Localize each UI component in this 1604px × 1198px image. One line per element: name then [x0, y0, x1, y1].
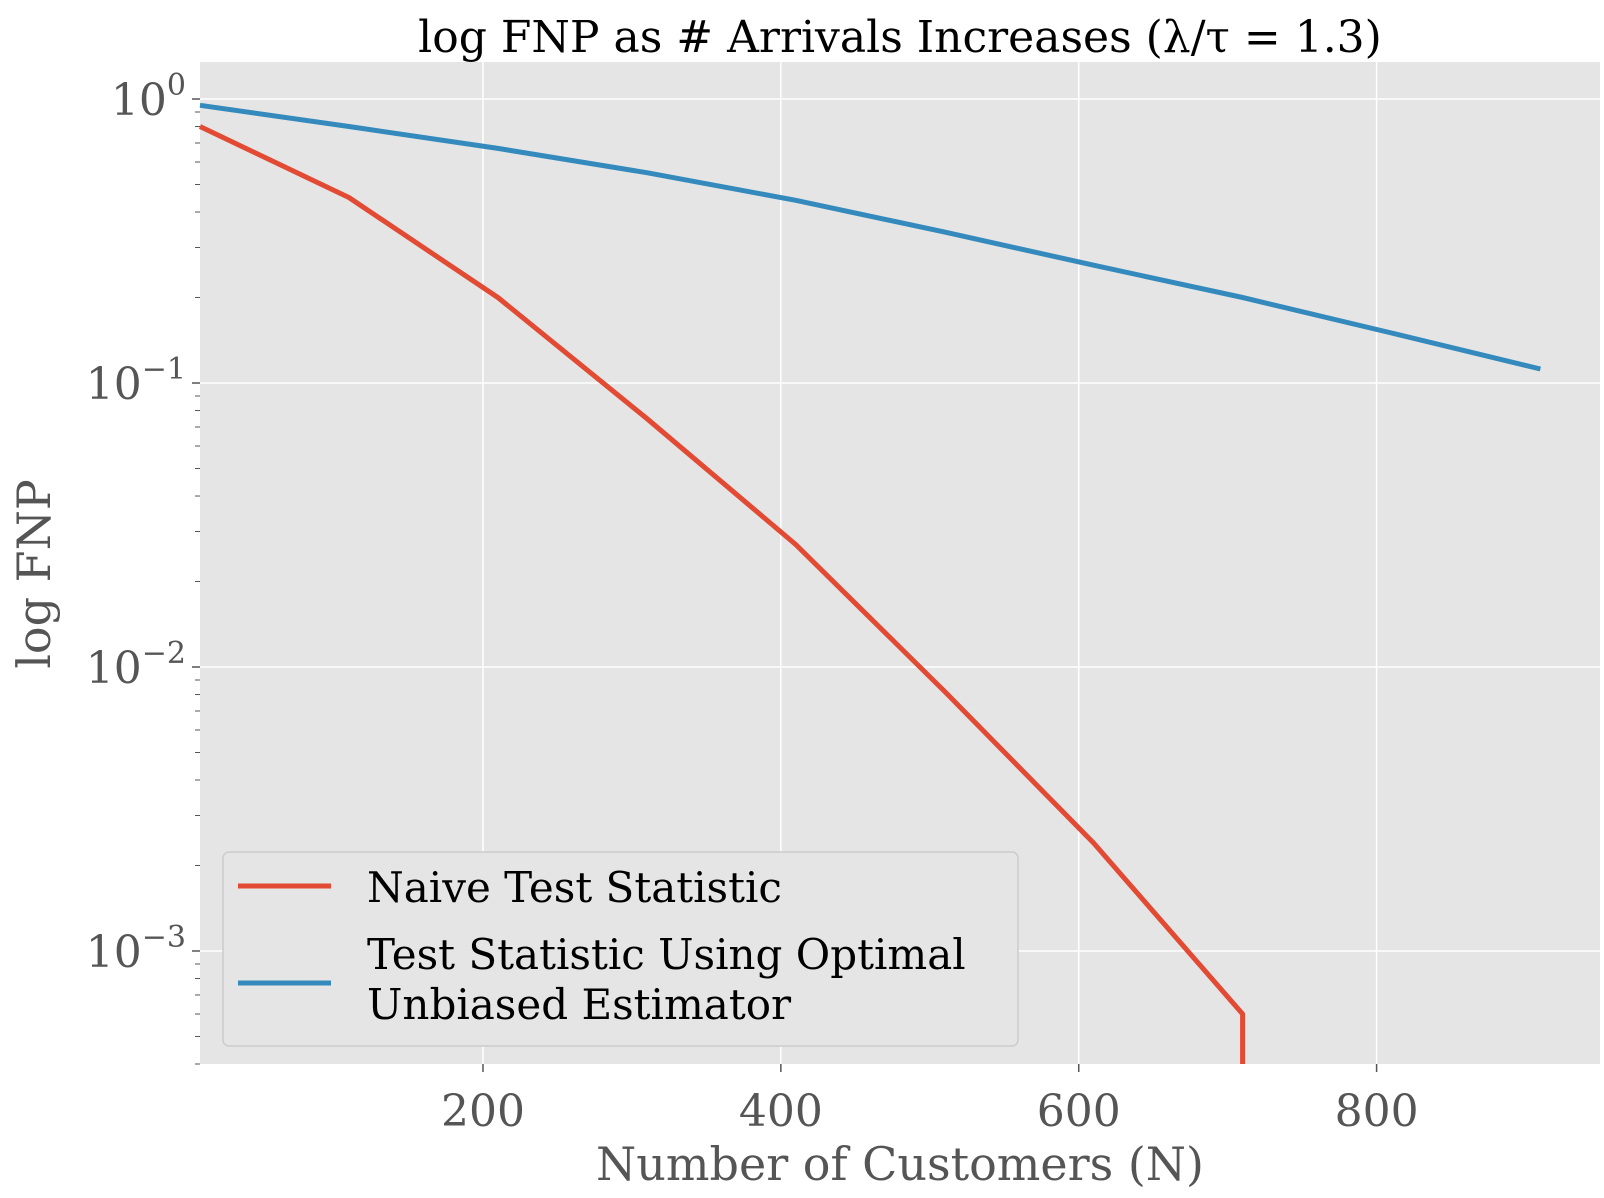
x-tick-label: 400 — [739, 1086, 823, 1137]
x-tick-label: 600 — [1037, 1086, 1121, 1137]
legend-label-optimal-line2: Unbiased Estimator — [367, 980, 792, 1029]
series-lines — [198, 102, 1541, 1064]
chart-title: log FNP as # Arrivals Increases (λ/τ = 1… — [418, 12, 1382, 63]
legend: Naive Test Statistic Test Statistic Usin… — [222, 851, 1019, 1047]
y-axis-label: log FNP — [7, 479, 61, 669]
x-tick-label: 800 — [1335, 1086, 1419, 1137]
axis-ticks: 200 400 600 800 100 10−1 10−2 10−3 — [86, 68, 1419, 1137]
series-line-test-statistic-using-optimal-unbiased-estimator — [199, 102, 1541, 372]
y-tick-label: 10−2 — [86, 636, 186, 694]
y-tick-label: 100 — [111, 68, 186, 126]
y-tick-label: 10−3 — [86, 920, 186, 978]
series-line-naive-test-statistic — [198, 124, 1246, 1064]
x-axis-label: Number of Customers (N) — [596, 1137, 1204, 1191]
legend-box — [222, 851, 1019, 1047]
y-tick-label: 10−1 — [86, 352, 186, 410]
legend-label-optimal-line1: Test Statistic Using Optimal — [367, 930, 966, 979]
legend-label-naive: Naive Test Statistic — [367, 863, 782, 912]
x-tick-label: 200 — [441, 1086, 525, 1137]
